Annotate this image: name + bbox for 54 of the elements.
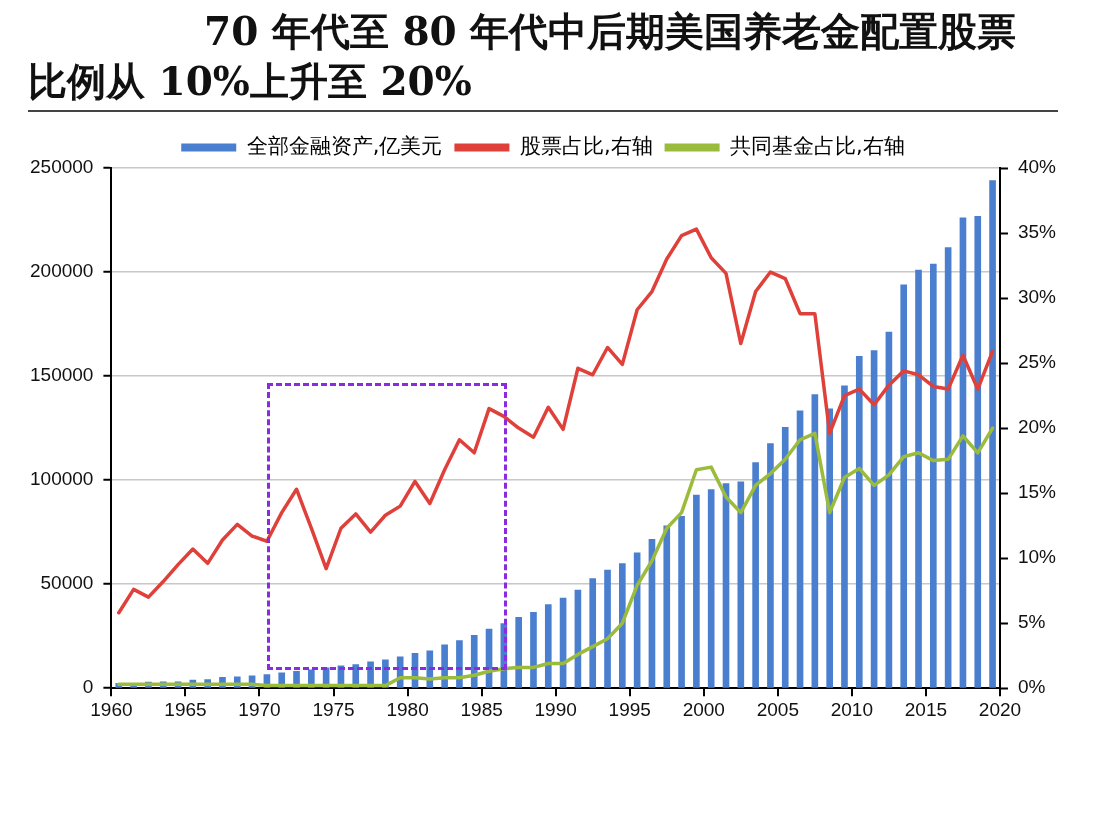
- bar: [515, 616, 522, 688]
- x-tick-label: 2020: [978, 698, 1022, 720]
- x-tick-label: 1980: [386, 698, 429, 720]
- bar: [707, 489, 715, 688]
- y2-tick-label: 25%: [1017, 351, 1057, 373]
- bar: [619, 563, 626, 688]
- legend-label: 全部金融资产,亿美元: [246, 133, 443, 158]
- x-tick-label: 1970: [238, 698, 281, 720]
- y2-tick-label: 5%: [1017, 611, 1046, 633]
- legend-label: 共同基金占比,右轴: [730, 133, 905, 158]
- bar: [930, 263, 937, 688]
- bar: [989, 180, 996, 688]
- bar: [915, 269, 922, 688]
- x-tick-label: 2005: [756, 698, 799, 720]
- y-tick-label: 50000: [40, 572, 94, 594]
- bar: [678, 516, 685, 688]
- bar: [855, 355, 863, 688]
- x-tick-label: 1960: [90, 698, 133, 720]
- y2-tick-label: 15%: [1017, 481, 1057, 503]
- x-tick-label: 1995: [608, 698, 651, 720]
- y2-tick-label: 20%: [1017, 416, 1057, 438]
- bar: [544, 604, 552, 688]
- bar: [470, 635, 478, 688]
- y2-tick-label: 30%: [1017, 286, 1057, 308]
- bar: [781, 426, 789, 688]
- bar: [589, 578, 597, 688]
- bar: [693, 494, 700, 688]
- bar: [767, 443, 774, 688]
- x-tick-label: 1965: [164, 698, 207, 720]
- x-tick-label: 2015: [904, 698, 948, 720]
- y2-tick-label: 10%: [1017, 546, 1057, 568]
- y2-tick-label: 0%: [1017, 676, 1046, 698]
- x-tick-label: 1985: [460, 698, 503, 720]
- bar: [752, 462, 759, 688]
- chart-title: 70 年代至 80 年代中后期美国养老金配置股票比例从 10%上升至 20%: [28, 7, 1018, 106]
- legend-label: 股票占比,右轴: [519, 133, 653, 158]
- bar: [530, 611, 537, 688]
- y-tick-label: 100000: [30, 468, 94, 490]
- bar: [604, 569, 611, 688]
- bar: [900, 284, 908, 688]
- y-tick-label: 150000: [30, 364, 94, 386]
- y-tick-label: 0: [82, 676, 94, 698]
- bar: [663, 525, 671, 688]
- bar: [974, 215, 982, 688]
- y-tick-label: 250000: [30, 156, 94, 178]
- x-tick-label: 2000: [682, 698, 725, 720]
- x-tick-label: 1975: [312, 698, 355, 720]
- bar: [737, 481, 745, 688]
- y-tick-label: 200000: [30, 260, 94, 282]
- x-tick-label: 2010: [830, 698, 874, 720]
- y2-tick-label: 35%: [1017, 221, 1057, 243]
- x-tick-label: 1990: [534, 698, 577, 720]
- bar: [841, 385, 848, 688]
- y2-tick-label: 40%: [1017, 156, 1057, 178]
